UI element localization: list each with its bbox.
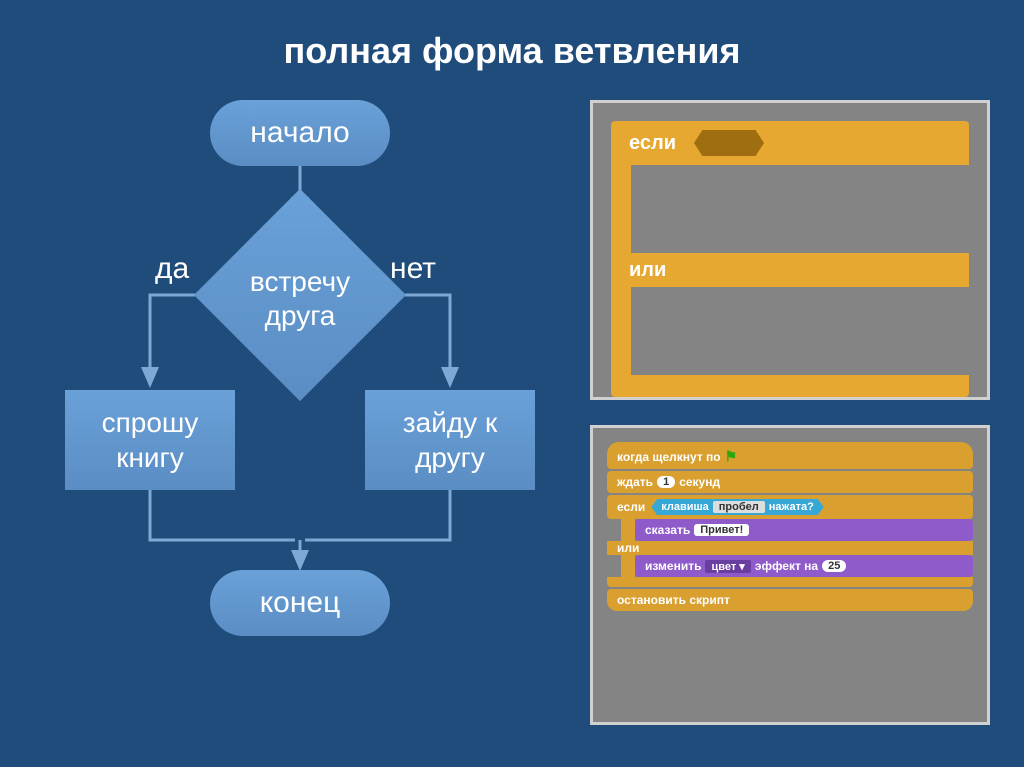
wait-post: секунд <box>679 475 720 489</box>
if-else-slot[interactable] <box>611 287 969 331</box>
cond-pre: клавиша <box>661 501 709 513</box>
sensing-condition[interactable]: клавиша пробел нажата? <box>651 499 824 515</box>
say-text[interactable]: Привет! <box>694 524 749 536</box>
if-script-label: если <box>617 500 645 514</box>
wait-secs[interactable]: 1 <box>657 476 675 488</box>
if-else-slot2[interactable] <box>611 331 969 375</box>
if-script-head[interactable]: если клавиша пробел нажата? <box>607 495 973 519</box>
then-branch: сказать Привет! <box>621 519 973 541</box>
if-then-slot[interactable] <box>611 165 969 209</box>
flow-yes-label: да <box>155 252 189 286</box>
slide-title: полная форма ветвления <box>0 30 1024 72</box>
wait-pre: ждать <box>617 475 653 489</box>
if-script-close <box>607 577 973 587</box>
else-arm: или <box>611 253 969 287</box>
flow-start: начало <box>210 100 390 166</box>
effect-value: цвет <box>711 561 736 573</box>
say-block[interactable]: сказать Привет! <box>635 519 973 541</box>
hat-label: когда щелкнут по <box>617 450 721 464</box>
flow-decision-label: встречу друга <box>210 265 390 332</box>
change-by[interactable]: 25 <box>822 560 846 572</box>
effect-dropdown[interactable]: цвет ▾ <box>705 560 750 573</box>
if-label: если <box>629 132 676 155</box>
boolean-socket-icon[interactable] <box>694 130 764 156</box>
cond-key[interactable]: пробел <box>713 501 765 513</box>
flow-no-label: нет <box>390 252 436 286</box>
scratch-if-panel: если или <box>590 100 990 400</box>
if-head: если <box>611 121 969 165</box>
wait-block[interactable]: ждать 1 секунд <box>607 471 973 493</box>
hat-block[interactable]: когда щелкнут по ⚑ <box>607 442 973 469</box>
change-pre: изменить <box>645 559 701 573</box>
flowchart: начало встречу друга да нет спрошу книгу… <box>40 90 540 690</box>
else-branch: изменить цвет ▾ эффект на 25 <box>621 555 973 577</box>
flow-end: конец <box>210 570 390 636</box>
change-mid: эффект на <box>755 559 818 573</box>
scratch-script-panel: когда щелкнут по ⚑ ждать 1 секунд если к… <box>590 425 990 725</box>
change-effect-block[interactable]: изменить цвет ▾ эффект на 25 <box>635 555 973 577</box>
flow-yes-action: спрошу книгу <box>65 390 235 490</box>
if-close <box>611 375 969 397</box>
say-pre: сказать <box>645 523 690 537</box>
else-script-arm: или <box>607 541 973 555</box>
stop-block[interactable]: остановить скрипт <box>607 589 973 611</box>
flow-yes-action-text: спрошу книгу <box>102 405 199 475</box>
if-then-slot2[interactable] <box>611 209 969 253</box>
else-script-label: или <box>617 541 639 555</box>
green-flag-icon: ⚑ <box>725 448 738 465</box>
scratch-if-block[interactable]: если или <box>611 121 969 397</box>
scratch-script[interactable]: когда щелкнут по ⚑ ждать 1 секунд если к… <box>607 442 973 611</box>
flow-no-action-text: зайду к другу <box>403 405 497 475</box>
flow-decision-text: встречу друга <box>250 266 350 331</box>
cond-post: нажата? <box>769 501 814 513</box>
flow-no-action: зайду к другу <box>365 390 535 490</box>
